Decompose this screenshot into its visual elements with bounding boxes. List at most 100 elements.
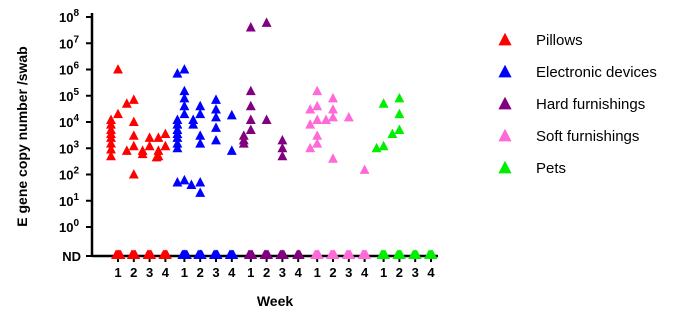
data-point-triangle — [211, 111, 221, 122]
legend-marker — [498, 96, 512, 110]
nd-point-triangle — [424, 249, 434, 260]
data-point-triangle — [305, 119, 316, 129]
data-point-triangle — [121, 145, 132, 155]
y-tick-label: 105 — [59, 87, 79, 104]
legend-label: Pets — [536, 160, 566, 177]
nd-point-triangle — [115, 249, 126, 260]
data-point-triangle — [211, 104, 221, 114]
data-point-triangle — [128, 116, 139, 127]
data-point-triangle — [160, 140, 171, 151]
nd-point-triangle — [275, 249, 286, 260]
x-tick-label: 2 — [130, 265, 137, 280]
data-point-triangle — [106, 138, 116, 148]
data-point-triangle — [378, 98, 389, 108]
x-tick-label: 4 — [162, 265, 170, 280]
data-point-triangle — [195, 130, 206, 140]
data-point-triangle — [312, 114, 323, 124]
data-point-triangle — [245, 85, 256, 96]
x-axis-title: Week — [257, 293, 294, 309]
data-point-triangle — [394, 124, 405, 134]
data-point-triangle — [261, 114, 272, 124]
data-point-triangle — [128, 94, 139, 104]
data-point-triangle — [371, 142, 382, 153]
data-point-triangle — [153, 145, 164, 155]
data-point-triangle — [128, 130, 139, 140]
data-point-triangle — [277, 150, 288, 161]
data-point-triangle — [328, 153, 338, 163]
data-point-triangle — [312, 85, 323, 96]
data-point-triangle — [195, 177, 206, 187]
data-point-triangle — [321, 114, 331, 124]
data-point-triangle — [245, 22, 256, 32]
data-point-triangle — [172, 177, 183, 187]
data-point-triangle — [195, 138, 206, 148]
nd-point-triangle — [259, 249, 270, 260]
nd-point-triangle — [158, 249, 169, 260]
data-point-triangle — [106, 119, 116, 129]
y-tick-label: 108 — [59, 8, 79, 25]
data-point-triangle — [106, 144, 116, 154]
data-point-triangle — [312, 100, 323, 111]
legend-label: Soft furnishings — [536, 128, 639, 145]
y-tick-label: 102 — [59, 166, 79, 183]
y-tick-label-nd: ND — [62, 249, 81, 264]
x-tick-label: 4 — [228, 265, 236, 280]
data-point-triangle — [179, 174, 190, 185]
x-tick-label: 1 — [114, 265, 121, 280]
legend-marker — [498, 32, 512, 46]
data-point-triangle — [179, 100, 190, 111]
data-point-triangle — [172, 142, 183, 153]
data-point-triangle — [172, 68, 183, 78]
x-tick-label: 3 — [212, 265, 219, 280]
data-point-triangle — [277, 134, 288, 145]
data-point-triangle — [137, 148, 148, 159]
nd-point-triangle — [408, 249, 419, 260]
x-tick-label: 1 — [314, 265, 321, 280]
data-point-triangle — [387, 128, 398, 139]
data-point-triangle — [378, 140, 389, 151]
nd-point-triangle — [294, 249, 305, 260]
data-point-triangle — [343, 111, 354, 122]
nd-point-triangle — [243, 249, 254, 260]
data-point-triangle — [128, 169, 139, 179]
data-point-triangle — [211, 94, 221, 104]
nd-point-triangle — [341, 249, 352, 260]
data-point-triangle — [153, 132, 164, 142]
y-tick-label: 107 — [59, 34, 79, 51]
data-point-triangle — [238, 138, 249, 148]
data-point-triangle — [106, 150, 116, 161]
y-ticks: 108 107 106 105 104 103 102 101 100 ND — [59, 8, 92, 264]
data-point-triangle — [144, 140, 155, 151]
nd-point-triangle — [357, 249, 368, 260]
x-tick-label: 4 — [361, 265, 369, 280]
data-point-triangle — [179, 92, 190, 103]
x-tick-label: 3 — [345, 265, 352, 280]
y-tick-label: 104 — [59, 113, 79, 130]
x-tick-label: 4 — [427, 265, 435, 280]
data-point-triangle — [188, 119, 199, 129]
data-point-triangle — [113, 108, 123, 119]
data-point-triangle — [328, 111, 338, 122]
nd-point-triangle — [376, 249, 387, 260]
data-point-triangle — [359, 164, 370, 174]
data-point-triangle — [172, 132, 183, 142]
data-point-triangle — [186, 179, 197, 189]
data-point-triangle — [195, 187, 206, 197]
data-point-triangle — [211, 122, 221, 132]
x-tick-label: 2 — [329, 265, 336, 280]
data-point-triangle — [245, 114, 256, 124]
data-point-triangle — [305, 142, 316, 153]
x-tick-label: 1 — [380, 265, 387, 280]
data-point-triangle — [106, 132, 116, 142]
axes — [90, 13, 438, 258]
nd-point-triangle — [193, 249, 204, 260]
data-point-triangle — [128, 140, 139, 151]
data-points — [106, 17, 438, 260]
data-point-triangle — [195, 100, 206, 111]
nd-point-triangle — [224, 249, 235, 260]
data-point-triangle — [195, 108, 206, 119]
legend-marker — [498, 128, 512, 142]
y-axis-title: E gene copy number /swab — [14, 46, 30, 227]
